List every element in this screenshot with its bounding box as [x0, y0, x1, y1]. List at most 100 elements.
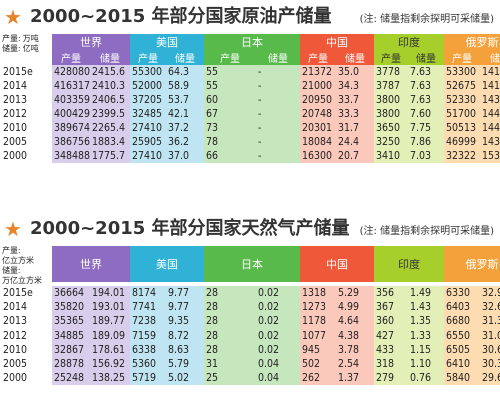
- gas-cell-japan-reserve: 0.02: [256, 300, 300, 315]
- gas-header-china: 中国: [300, 246, 374, 282]
- oil-cell-world-production: 400429: [52, 107, 90, 121]
- gas-cell-japan-reserve: 0.02: [256, 314, 300, 329]
- gas-cell-russia-production: 6505: [444, 342, 480, 357]
- gas-cell-world-production: 25248: [52, 371, 90, 386]
- table-row: 2013 403359 2406.5 37205 53.7 60-20950 33.7 380…: [0, 93, 500, 107]
- gas-cell-russia-reserve: 30.3: [480, 356, 500, 372]
- gas-cell-india-reserve: 1.35: [408, 314, 444, 329]
- gas-cell-japan-reserve: 0.02: [256, 328, 300, 343]
- oil-header-russia: 俄罗斯: [444, 34, 500, 50]
- table-row: 2014 35820 193.01 7741 9.77 28 0.02 1273 4.99 367…: [0, 300, 500, 315]
- gas-table: 产量: 亿立方米 储量: 万亿立方米 世界 美国 日本 中国 印度 俄罗斯 20…: [0, 246, 500, 386]
- oil-cell-india-reserve: 7.63: [408, 65, 444, 79]
- oil-cell-us-production: 25905: [130, 135, 166, 149]
- gas-cell-russia-production: 6410: [444, 356, 480, 372]
- oil-sub-production: 产量: [444, 50, 480, 65]
- gas-cell-russia-production: 6550: [444, 328, 480, 343]
- oil-cell-china-production: 20748: [300, 107, 336, 121]
- gas-cell-world-reserve: 194.01: [90, 286, 130, 301]
- star-icon: ★: [4, 5, 22, 29]
- oil-cell-us-reserve: 58.9: [166, 79, 204, 93]
- oil-cell-india-reserve: 7.60: [408, 107, 444, 121]
- oil-cell-india-production: 3650: [374, 121, 408, 135]
- gas-cell-india-reserve: 1.10: [408, 356, 444, 372]
- oil-header-us: 美国: [130, 34, 204, 50]
- gas-cell-year: 2005: [3, 358, 28, 371]
- gas-cell-world-reserve: 138.25: [90, 371, 130, 386]
- gas-cell-china-production: 1178: [300, 314, 336, 329]
- oil-title: 2000~2015 年部分国家原油产储量: [30, 6, 332, 27]
- oil-cell-russia-reserve: 144.5: [480, 107, 500, 121]
- oil-cell-russia-reserve: 153.6: [480, 149, 500, 163]
- gas-cell-year: 2012: [3, 329, 28, 342]
- gas-cell-china-reserve: 2.54: [336, 356, 374, 372]
- table-row: 2012 34885 189.09 7159 8.72 28 0.02 1077 4.38 427…: [0, 328, 500, 343]
- gas-cell-china-reserve: 4.99: [336, 300, 374, 315]
- oil-sub-reserve: 储量: [336, 50, 374, 65]
- gas-cell-india-production: 356: [374, 286, 408, 301]
- gas-cell-india-reserve: 1.33: [408, 328, 444, 343]
- gas-cell-russia-reserve: 32.6: [480, 300, 500, 315]
- oil-cell-india-production: 3800: [374, 107, 408, 121]
- gas-cell-russia-production: 6330: [444, 286, 480, 301]
- gas-cell-japan-production: 28: [204, 300, 256, 315]
- oil-cell-japan-production: 66: [204, 149, 256, 163]
- oil-cell-china-reserve: 35.0: [336, 65, 374, 79]
- oil-cell-japan-production: 55: [204, 79, 256, 93]
- gas-cell-japan-reserve: 0.04: [256, 356, 300, 372]
- gas-cell-world-production: 34885: [52, 328, 90, 343]
- gas-cell-us-production: 7741: [130, 300, 166, 315]
- gas-cell-india-production: 427: [374, 328, 408, 343]
- oil-cell-us-production: 55300: [130, 65, 166, 79]
- gas-cell-year: 2013: [3, 315, 28, 328]
- oil-cell-china-reserve: 31.7: [336, 121, 374, 135]
- oil-cell-japan-production: 60: [204, 93, 256, 107]
- gas-cell-world-production: 28878: [52, 356, 90, 372]
- oil-cell-japan-reserve: -: [256, 149, 300, 163]
- gas-header-russia: 俄罗斯: [444, 246, 500, 282]
- oil-cell-year: 2014: [3, 80, 28, 92]
- table-row: 2005 386756 1883.4 25905 36.2 78-18084 24.4 325…: [0, 135, 500, 149]
- gas-cell-us-reserve: 5.02: [166, 371, 204, 386]
- oil-cell-china-production: 20950: [300, 93, 336, 107]
- gas-cell-india-reserve: 1.49: [408, 286, 444, 301]
- oil-cell-us-production: 52000: [130, 79, 166, 93]
- oil-cell-india-production: 3250: [374, 135, 408, 149]
- oil-cell-world-production: 389674: [52, 121, 90, 135]
- table-row: 2014 416317 2410.3 52000 58.9 55-21000 34.3 378…: [0, 79, 500, 93]
- oil-cell-china-production: 21372: [300, 65, 336, 79]
- oil-cell-us-production: 37205: [130, 93, 166, 107]
- gas-cell-china-production: 502: [300, 356, 336, 372]
- oil-cell-china-reserve: 24.4: [336, 135, 374, 149]
- gas-cell-world-production: 32867: [52, 342, 90, 357]
- gas-header-world: 世界: [52, 246, 130, 282]
- gas-cell-us-reserve: 9.35: [166, 314, 204, 329]
- gas-cell-world-production: 35365: [52, 314, 90, 329]
- oil-cell-japan-production: 67: [204, 107, 256, 121]
- oil-cell-us-reserve: 36.2: [166, 135, 204, 149]
- oil-header-japan: 日本: [204, 34, 300, 50]
- gas-cell-japan-reserve: 0.02: [256, 286, 300, 301]
- oil-cell-us-reserve: 37.2: [166, 121, 204, 135]
- gas-cell-japan-production: 28: [204, 342, 256, 357]
- oil-cell-india-reserve: 7.63: [408, 93, 444, 107]
- oil-cell-japan-reserve: -: [256, 93, 300, 107]
- oil-cell-china-reserve: 34.3: [336, 79, 374, 93]
- gas-cell-india-production: 367: [374, 300, 408, 315]
- oil-sub-reserve: 储量: [166, 50, 204, 65]
- gas-cell-japan-reserve: 0.04: [256, 371, 300, 386]
- gas-header-india: 印度: [374, 246, 444, 282]
- oil-cell-russia-reserve: 141.3: [480, 79, 500, 93]
- oil-unit-reserve: 储量: 亿吨: [2, 44, 39, 53]
- gas-cell-us-production: 6338: [130, 342, 166, 357]
- oil-cell-russia-reserve: 144.9: [480, 121, 500, 135]
- table-row: 2010 389674 2265.4 27410 37.2 73-20301 31.7 365…: [0, 121, 500, 135]
- oil-cell-world-reserve: 2415.6: [90, 65, 130, 79]
- oil-cell-china-production: 21000: [300, 79, 336, 93]
- gas-cell-china-reserve: 4.38: [336, 328, 374, 343]
- oil-cell-india-reserve: 7.03: [408, 149, 444, 163]
- oil-cell-russia-reserve: 143.9: [480, 93, 500, 107]
- gas-cell-us-reserve: 9.77: [166, 286, 204, 301]
- oil-cell-year: 2010: [3, 122, 28, 134]
- oil-cell-us-production: 32485: [130, 107, 166, 121]
